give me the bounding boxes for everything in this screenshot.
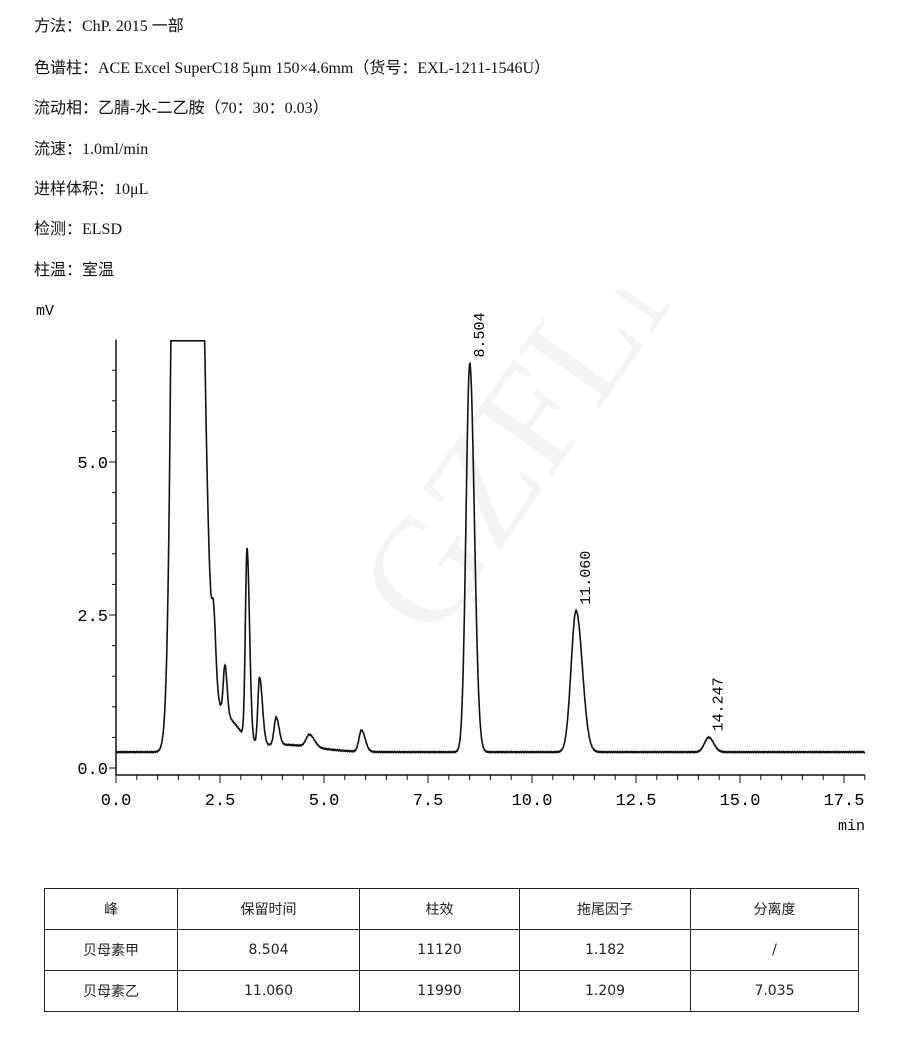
cell: 11990 [359,970,520,1012]
condition-column: 色谱柱：ACE Excel SuperC18 5μm 150×4.6mm（货号：… [34,60,551,77]
x-tick-label: 15.0 [720,792,761,811]
header-cell: 拖尾因子 [519,888,691,930]
header-cell: 分离度 [690,888,859,930]
condition-flow-rate: 流速：1.0ml/min [34,141,149,158]
cell: 1.182 [519,929,691,971]
header-cell: 峰 [44,888,178,930]
cell: 7.035 [690,970,859,1012]
chromatogram-trace [115,340,866,754]
x-axis-label: min [838,818,865,835]
condition-temperature: 柱温：室温 [34,262,115,279]
x-tick-label: 12.5 [616,792,657,811]
cell: 11120 [359,929,520,971]
condition-injection-volume: 进样体积：10μL [34,181,149,198]
cell: 贝母素乙 [44,970,178,1012]
chromatogram: GZFLM 0.0 2.5 5.0 0.0 2.5 5.0 7.5 10.0 12.5 15.0 1… [36,290,866,835]
y-axis-label: mV [36,303,54,320]
x-tick-label: 2.5 [205,792,236,811]
y-tick-label: 5.0 [77,455,108,474]
peak-label: 11.060 [578,551,595,605]
x-tick-label: 10.0 [512,792,553,811]
header-cell: 柱效 [359,888,520,930]
table-row: 贝母素甲 8.504 11120 1.182 / [44,929,859,971]
x-tick-label: 17.5 [824,792,865,811]
cell: / [690,929,859,971]
x-tick-label: 0.0 [101,792,132,811]
peak-label: 8.504 [472,312,489,357]
condition-detection: 检测：ELSD [34,221,123,238]
y-tick-label: 2.5 [77,608,108,627]
x-tick-label: 7.5 [413,792,444,811]
table-row: 贝母素乙 11.060 11990 1.209 7.035 [44,970,859,1012]
y-tick-label: 0.0 [77,761,108,780]
cell: 1.209 [519,970,691,1012]
cell: 贝母素甲 [44,929,178,971]
header-cell: 保留时间 [177,888,360,930]
x-tick-label: 5.0 [309,792,340,811]
axes: 0.0 2.5 5.0 0.0 2.5 5.0 7.5 10.0 12.5 15.0 17.5 [77,339,866,811]
condition-method: 方法：ChP. 2015 一部 [34,18,184,35]
table-header-row: 峰 保留时间 柱效 拖尾因子 分离度 [44,888,859,930]
peak-labels: 8.504 11.060 14.247 [472,312,728,731]
results-table: 峰 保留时间 柱效 拖尾因子 分离度 贝母素甲 8.504 11120 1.18… [44,888,859,1012]
watermark: GZFLM [325,290,753,663]
peak-label: 14.247 [711,677,728,731]
condition-mobile-phase: 流动相：乙腈-水-二乙胺（70：30：0.03） [34,100,329,117]
cell: 8.504 [177,929,360,971]
cell: 11.060 [177,970,360,1012]
